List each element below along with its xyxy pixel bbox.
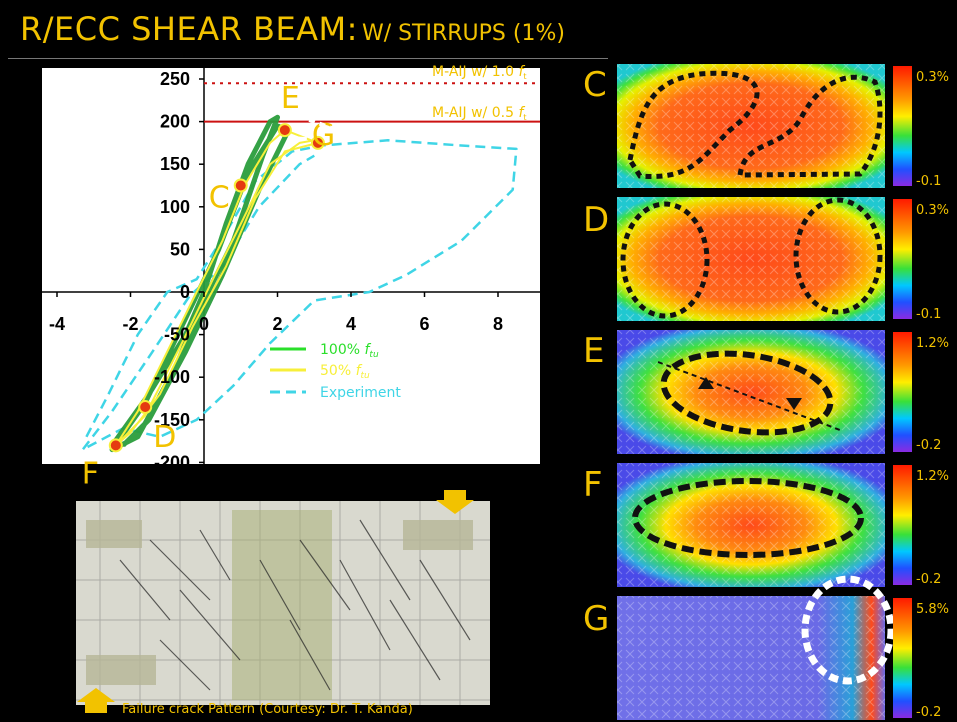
panel-label-f: F — [583, 465, 603, 505]
strain-panel-e — [617, 330, 885, 454]
title-sub: W/ STIRRUPS (1%) — [361, 21, 565, 46]
tick-labels: 250 200 150 100 50 0 -50 -100 -150 -200 -4 -2 0 2 4 6 8 — [49, 69, 503, 472]
point-marker-c — [233, 178, 248, 193]
crack-lines — [119, 519, 471, 691]
series-line-1 — [114, 129, 319, 447]
point-label-d: D — [153, 420, 176, 455]
y-tick-label: -100 — [154, 367, 190, 387]
path-arrow-e — [298, 114, 344, 134]
up-arrow-marker — [698, 377, 714, 389]
cb-max-c: 0.3% — [916, 70, 949, 85]
path-arrow-g — [324, 150, 342, 196]
title-main: R/ECC SHEAR BEAM: — [20, 10, 358, 48]
photo-stirrup-zone — [232, 510, 332, 700]
cb-max-f: 1.2% — [916, 469, 949, 484]
colorbars — [893, 66, 912, 718]
colorbar-g — [893, 598, 912, 718]
plot-area — [42, 68, 540, 464]
point-label-e: E — [281, 81, 300, 116]
zone-outline — [620, 201, 710, 319]
crack-photo — [76, 501, 490, 705]
photo-pad — [86, 655, 156, 685]
slide-title: R/ECC SHEAR BEAM: W/ STIRRUPS (1%) — [20, 10, 565, 48]
y-tick-label: 150 — [160, 154, 190, 174]
series-group — [81, 114, 518, 453]
load-arrow-top — [436, 490, 474, 514]
point-label-c: C — [209, 181, 230, 216]
point-marker-d — [138, 400, 153, 415]
zone-outline — [793, 197, 883, 315]
y-tick-label: -150 — [154, 410, 190, 430]
x-tick-label: 2 — [272, 314, 282, 334]
path-e-to-g — [298, 136, 311, 141]
mesh-d — [617, 197, 885, 321]
cb-min-g: -0.2 — [916, 705, 941, 720]
panel-label-d: D — [583, 200, 609, 240]
x-tick-label: 6 — [419, 314, 429, 334]
y-tick-label: 100 — [160, 197, 190, 217]
load-arrow-bottom — [77, 688, 115, 713]
x-tick-label: -4 — [49, 314, 65, 334]
arrowhead-e — [332, 124, 347, 137]
y-tick-label: -200 — [154, 452, 190, 472]
cb-max-g: 5.8% — [916, 602, 949, 617]
series-line-0 — [109, 114, 291, 453]
point-marker-g — [310, 135, 325, 150]
strain-panel-d — [617, 197, 885, 321]
title-divider — [8, 58, 608, 59]
ref-label-2: M-AIJ w/ 0.5 ft — [432, 105, 527, 122]
zone-outline — [627, 70, 760, 180]
cb-min-f: -0.2 — [916, 572, 941, 587]
colorbar-f — [893, 465, 912, 585]
y-tick-label: 50 — [170, 239, 190, 259]
mesh-g — [617, 596, 885, 720]
point-label-g: G — [312, 118, 335, 153]
colorbar-c — [893, 66, 912, 186]
strain-panel-f — [617, 463, 885, 587]
legend-label-exp: Experiment — [320, 385, 401, 401]
zone-outline — [801, 575, 895, 685]
cb-min-e: -0.2 — [916, 438, 941, 453]
reference-lines — [204, 82, 540, 123]
y-tick-label: -50 — [164, 325, 190, 345]
x-tick-label: -2 — [122, 314, 138, 334]
y-tick-label: 200 — [160, 112, 190, 132]
y-tick-label: 0 — [180, 282, 190, 302]
zone-outline — [632, 478, 864, 558]
cb-max-e: 1.2% — [916, 336, 949, 351]
y-axis-title: Av. Maximum Shear (kN) — [20, 163, 40, 372]
cb-min-c: -0.1 — [916, 174, 941, 189]
x-tick-label: 0 — [199, 314, 209, 334]
panel-label-c: C — [583, 65, 607, 105]
point-annotations: C D E F G — [82, 81, 347, 491]
mesh-c — [617, 64, 885, 188]
x-tick-label: 4 — [346, 314, 356, 334]
x-tick-label: 8 — [493, 314, 503, 334]
point-marker-e — [277, 123, 292, 138]
panel-label-e: E — [583, 331, 604, 371]
photo-pad — [86, 520, 142, 548]
colorbar-d — [893, 199, 912, 319]
mesh-e — [617, 330, 885, 454]
legend: 100% ftu 50% ftu Experiment — [270, 342, 401, 441]
panel-label-g: G — [583, 599, 609, 639]
y-tick-label: 250 — [160, 69, 190, 89]
strain-panel-c — [617, 64, 885, 188]
x-axis-title: Midspan Displacement (mm) — [173, 476, 417, 496]
strain-panel-g — [617, 575, 895, 720]
zone-outline — [660, 350, 834, 436]
point-label-f: F — [82, 456, 99, 491]
zone-outline — [737, 74, 883, 178]
legend-label-100: 100% ftu — [320, 342, 379, 360]
down-arrow-marker — [786, 398, 802, 410]
cb-max-d: 0.3% — [916, 203, 949, 218]
photo-caption: Failure crack Pattern (Courtesy: Dr. T. … — [122, 702, 413, 717]
legend-label-50: 50% ftu — [320, 363, 370, 381]
point-marker-f — [108, 438, 123, 453]
photo-pad — [403, 520, 473, 550]
cb-min-d: -0.1 — [916, 307, 941, 322]
ref-label-1: M-AIJ w/ 1.0 ft — [432, 64, 527, 81]
colorbar-e — [893, 332, 912, 452]
